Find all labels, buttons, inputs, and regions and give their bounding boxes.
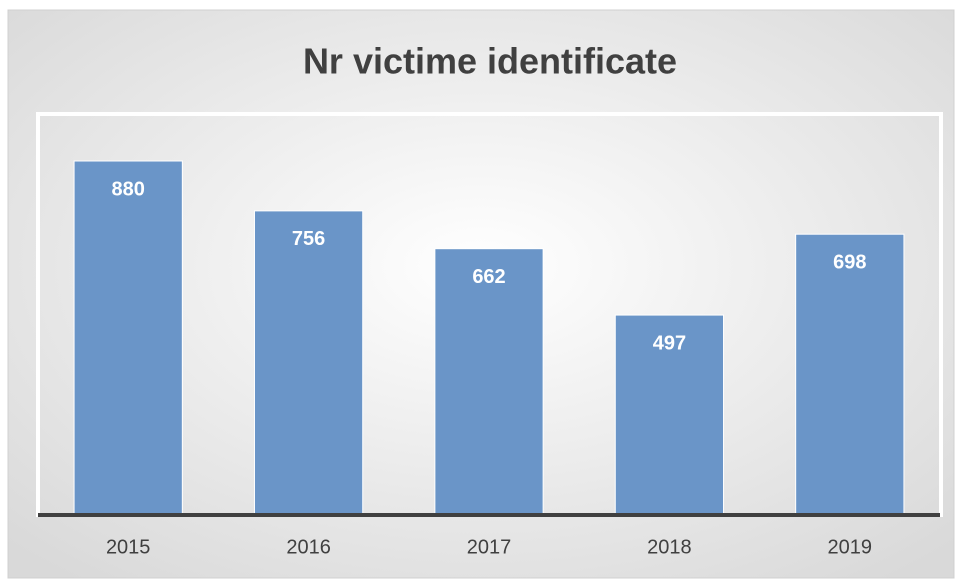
data-label: 497 <box>653 332 686 354</box>
data-label: 698 <box>833 251 866 273</box>
x-tick-label: 2019 <box>828 536 873 558</box>
bar <box>73 160 183 516</box>
x-tick-label: 2016 <box>286 536 331 558</box>
x-tick-label: 2015 <box>106 536 151 558</box>
bar <box>614 314 725 516</box>
x-tick-label: 2017 <box>467 536 512 558</box>
bar <box>434 248 544 516</box>
bar <box>253 210 364 516</box>
x-tick-label: 2018 <box>647 536 692 558</box>
bar <box>795 233 905 516</box>
chart-title: Nr victime identificate <box>303 41 677 82</box>
data-label: 756 <box>292 228 325 250</box>
data-label: 662 <box>472 266 505 288</box>
data-label: 880 <box>112 178 145 200</box>
